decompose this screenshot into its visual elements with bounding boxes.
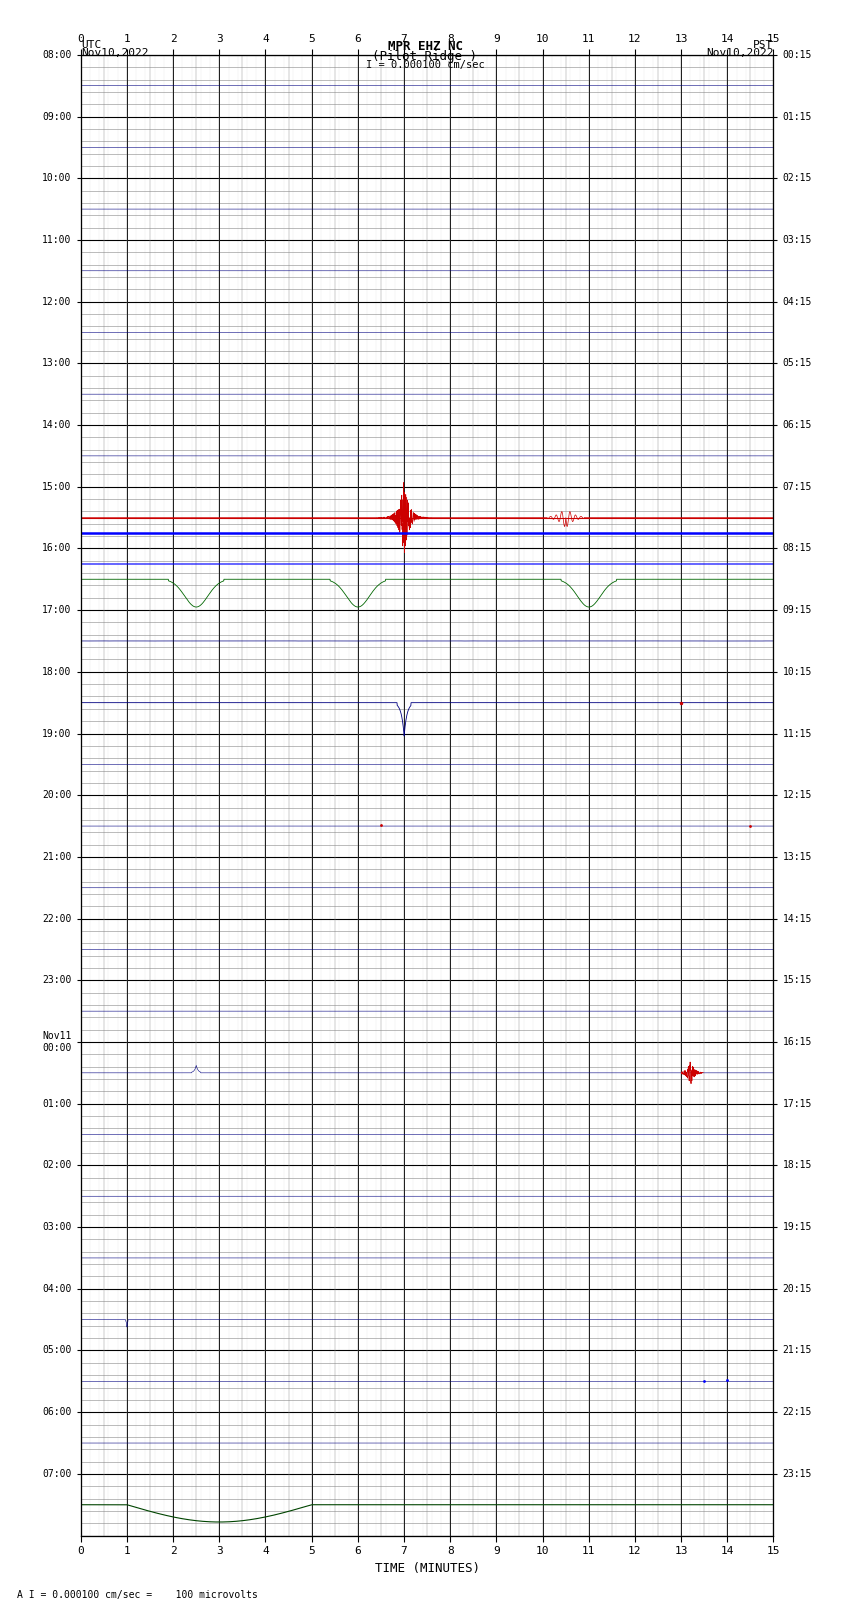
Text: Nov10,2022: Nov10,2022: [81, 48, 148, 58]
X-axis label: TIME (MINUTES): TIME (MINUTES): [375, 1561, 479, 1574]
Text: I = 0.000100 cm/sec: I = 0.000100 cm/sec: [366, 60, 484, 69]
Text: A I = 0.000100 cm/sec =    100 microvolts: A I = 0.000100 cm/sec = 100 microvolts: [17, 1590, 258, 1600]
Text: Nov10,2022: Nov10,2022: [706, 48, 774, 58]
Text: UTC: UTC: [81, 39, 101, 50]
Text: (Pilot Ridge ): (Pilot Ridge ): [372, 50, 478, 63]
Text: PST: PST: [753, 39, 774, 50]
Text: MPR EHZ NC: MPR EHZ NC: [388, 39, 462, 53]
